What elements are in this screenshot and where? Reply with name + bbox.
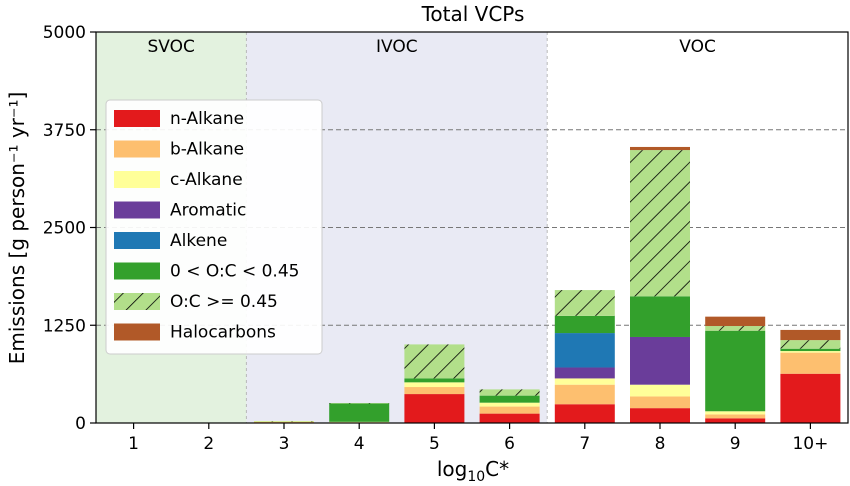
x-axis-label-tail: C* [485,457,509,481]
bar-segment [780,352,841,374]
legend-label: 0 < O:C < 0.45 [170,262,299,282]
legend-label: Aromatic [170,201,246,221]
x-axis-label-subscript: 10 [467,469,485,485]
bar-segment [630,336,690,385]
bar-segment [780,351,841,353]
bar-segment [705,316,766,327]
bar-segment [404,394,465,423]
region-label-svoc: SVOC [148,37,195,57]
x-tick-label: 4 [354,434,365,454]
bar-segment [554,404,615,423]
bar-segment [780,373,841,423]
legend-swatch [114,140,160,158]
bar-segment [554,290,615,316]
legend-label: b-Alkane [170,140,244,160]
x-tick-label: 8 [655,434,666,454]
y-tick-label: 2500 [43,219,86,239]
bar-segment [254,421,314,423]
bar-segment [630,146,690,151]
bar-segment [630,396,690,409]
bar-segment [404,387,465,395]
bars [254,146,841,424]
y-tick-label: 1250 [43,316,86,336]
bar-segment [554,367,615,379]
bar-segment [554,315,615,334]
bar-segment [630,150,690,297]
bar-segment [780,329,841,341]
legend-label: Alkene [170,231,227,251]
y-tick-label: 0 [75,414,86,434]
x-tick-label: 5 [429,434,440,454]
bar-segment [479,389,540,396]
bar-segment [780,340,841,349]
x-tick-label: 6 [504,434,515,454]
chart-title: Total VCPs [421,2,525,26]
bar-segment [254,421,314,422]
y-tick-label: 5000 [43,23,86,43]
x-tick-label: 2 [203,434,214,454]
bar-segment [404,344,465,379]
legend-box [105,99,323,355]
bar-segment [705,414,766,419]
legend: n-Alkane b-Alkane c-Alkane Aromatic Alkene 0 … [105,99,323,355]
legend-label: c-Alkane [170,170,243,190]
legend-swatch [114,293,160,310]
x-tick-label: 9 [730,434,741,454]
bar-segment [705,411,766,415]
bar-segment [630,296,690,337]
legend-swatch [114,171,160,188]
bar-segment [404,378,465,383]
x-tick-label: 1 [128,434,139,454]
legend-swatch [114,110,160,127]
bar-segment [254,421,314,422]
y-axis-label: Emissions [g person⁻¹ yr⁻¹] [5,92,29,365]
bar-segment [554,333,615,368]
region-label-voc: VOC [679,37,716,57]
bar-segment [554,378,615,385]
bar-segment [705,330,766,412]
bar-segment [479,406,540,414]
region-labels: SVOC IVOC VOC [148,37,716,57]
bar-segment [479,402,540,407]
bar-segment [404,382,465,388]
bar-segment [630,384,690,397]
legend-swatch [114,323,160,341]
y-axis: 0 1250 2500 3750 5000 [43,23,96,434]
x-tick-label: 3 [279,434,290,454]
bar-segment [780,348,841,352]
x-tick-label: 7 [579,434,590,454]
bar-segment [479,395,540,403]
legend-swatch [114,262,160,280]
bar-segment [705,326,766,331]
region-label-ivoc: IVOC [376,37,418,57]
legend-swatch [114,201,160,219]
x-axis-label: log10C* [437,457,509,485]
bar-segment [630,408,690,423]
bar-segment [554,384,615,405]
bar-segment [329,403,390,422]
x-axis: 1 2 3 4 5 6 7 8 9 10+ [128,423,828,454]
bar-segment [479,413,540,423]
x-axis-label-main: log [437,457,468,481]
bar-segment [329,403,390,404]
legend-label: Halocarbons [170,323,276,343]
x-tick-label: 10+ [792,434,828,454]
legend-label: n-Alkane [170,109,244,129]
bar-segment [329,421,390,423]
legend-label: O:C >= 0.45 [170,292,278,312]
bar-segment [705,418,766,423]
legend-swatch [114,232,160,249]
y-tick-label: 3750 [43,121,86,141]
